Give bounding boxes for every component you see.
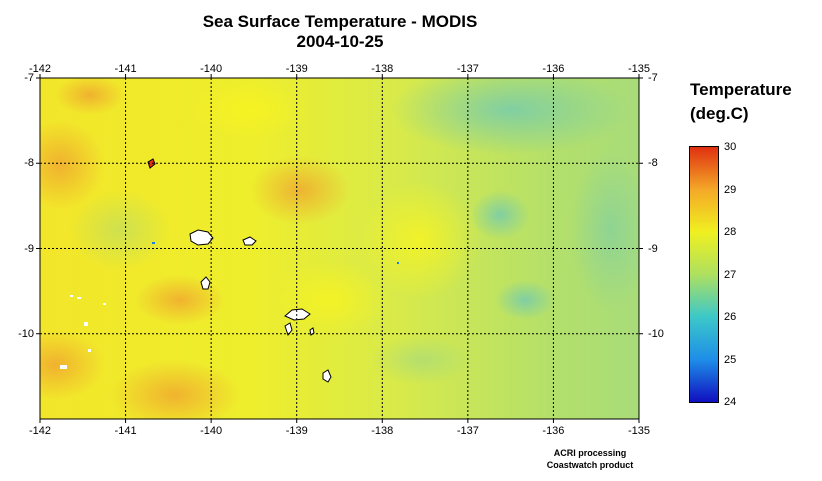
lon-tick-label: -142	[28, 63, 52, 75]
map-date: 2004-10-25	[296, 32, 384, 51]
island-ua-pou	[200, 276, 211, 290]
lon-tick-label: -140	[200, 425, 223, 437]
credit-processing: ACRI processing	[553, 448, 627, 458]
lon-tick-label: -135	[627, 63, 651, 75]
lat-tick-label: -9	[24, 242, 34, 255]
colorbar-tick-label: 28	[724, 226, 737, 238]
map-title: Sea Surface Temperature - MODIS	[202, 12, 478, 31]
lon-tick-label: -141	[114, 63, 137, 75]
lat-tick-label: -8	[24, 157, 34, 170]
tick-marks	[36, 74, 643, 423]
colorbar	[689, 146, 719, 403]
island-fatu-hiva	[322, 369, 332, 383]
lat-tick-label: -8	[648, 157, 658, 170]
lat-tick-label: -7	[648, 72, 658, 84]
lon-tick-label: -135	[627, 425, 651, 437]
legend-title-line2: (deg.C)	[690, 104, 749, 123]
lat-tick-label: -7	[24, 72, 34, 84]
lon-tick-label: -136	[542, 63, 565, 75]
legend-title: Temperature (deg.C)	[690, 78, 792, 126]
island-motu-one	[147, 158, 156, 169]
colorbar-tick-label: 27	[724, 268, 737, 281]
lat-tick-label: -10	[18, 327, 34, 340]
lon-tick-label: -138	[371, 63, 394, 75]
colorbar-tick-label: 29	[724, 183, 737, 196]
legend-title-line1: Temperature	[690, 80, 792, 99]
lat-tick-label: -10	[648, 327, 664, 340]
islands	[147, 158, 332, 383]
colorbar-tick-label: 25	[724, 353, 737, 366]
lon-tick-label: -140	[200, 63, 223, 75]
lon-tick-label: -136	[542, 425, 565, 437]
colorbar-tick-label: 30	[724, 141, 737, 153]
lon-tick-label: -137	[456, 425, 479, 437]
colorbar-tick-label: 26	[724, 311, 737, 323]
colorbar-tick-label: 24	[724, 396, 737, 408]
lon-tick-label: -141	[114, 425, 137, 437]
cloud-specks	[60, 242, 399, 369]
lon-tick-label: -138	[371, 425, 394, 437]
lon-tick-label: -137	[456, 63, 479, 75]
island-tahuata	[284, 322, 293, 337]
lon-tick-label: -139	[285, 63, 308, 75]
lon-tick-label: -142	[28, 425, 52, 437]
lon-tick-label: -139	[285, 425, 308, 437]
lat-tick-label: -9	[648, 242, 658, 255]
island-nuku-hiva	[189, 229, 214, 246]
credit-product: Coastwatch product	[546, 460, 634, 470]
island-hiva-oa	[284, 308, 311, 321]
graticule	[40, 78, 639, 419]
island-ua-huka	[242, 236, 257, 246]
sst-field	[40, 78, 639, 419]
